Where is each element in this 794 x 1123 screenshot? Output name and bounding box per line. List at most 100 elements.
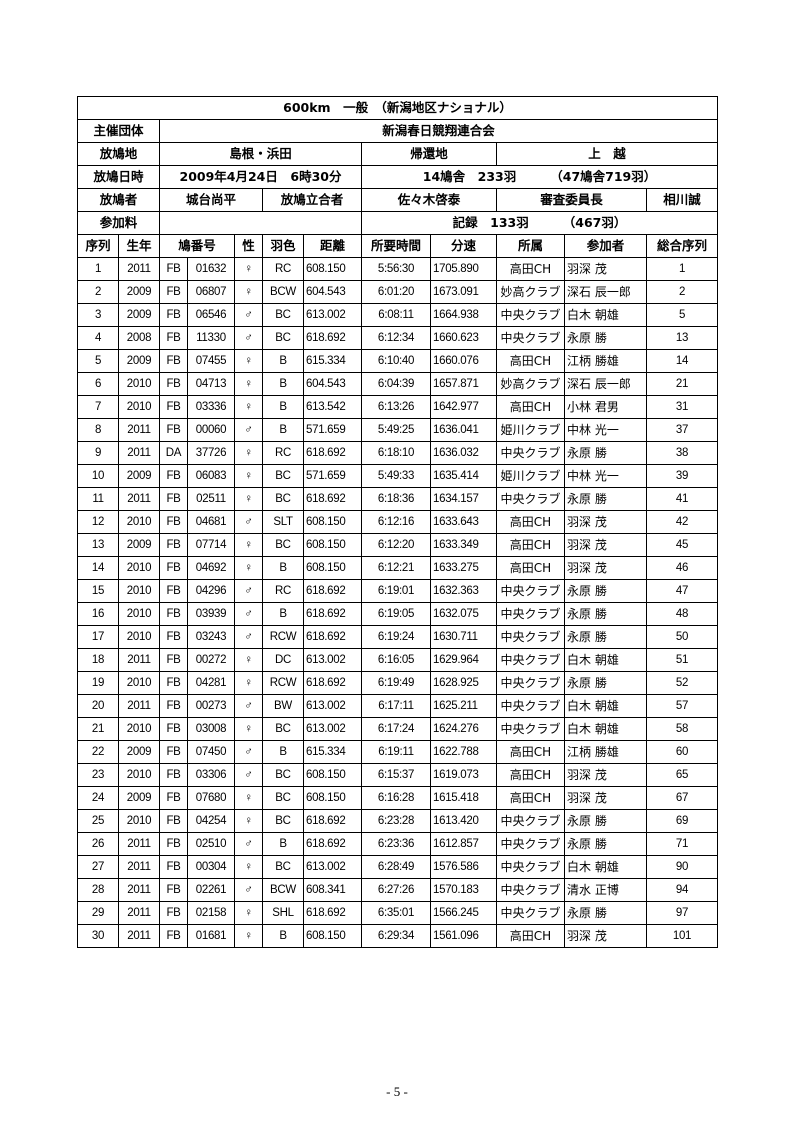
cell-speed: 1642.977 xyxy=(430,395,497,419)
cell-sex: ♀ xyxy=(234,441,263,465)
cell-flight-time: 6:17:11 xyxy=(361,694,431,718)
cell-band-number: 04713 xyxy=(187,372,235,396)
cell-band-prefix: FB xyxy=(159,395,188,419)
cell-speed: 1660.623 xyxy=(430,326,497,350)
cell-band-number: 00060 xyxy=(187,418,235,442)
column-header-row: 序列 生年 鳩番号性羽色 距離 所要時間 分速 所属 参加者 総合序列 xyxy=(77,234,718,258)
cell-flight-time: 6:28:49 xyxy=(361,855,431,879)
place-row: 放鳩地 島根・浜田 帰還地 上 越 xyxy=(77,142,718,166)
cell-flight-time: 6:10:40 xyxy=(361,349,431,373)
table-row: 16 2010 FB 03939 ♂ B 618.692 6:19:05 1632.075 中央ク… xyxy=(77,602,718,626)
cell-distance: 613.002 xyxy=(303,694,362,718)
record-total: （467羽） xyxy=(562,215,627,230)
judge-value: 相川誠 xyxy=(646,188,718,212)
cell-birth-year: 2011 xyxy=(118,441,160,465)
cell-flight-time: 6:01:20 xyxy=(361,280,431,304)
cell-overall-rank: 13 xyxy=(646,326,718,350)
cell-speed: 1632.075 xyxy=(430,602,497,626)
cell-flight-time: 6:08:11 xyxy=(361,303,431,327)
cell-speed: 1625.211 xyxy=(430,694,497,718)
cell-flight-time: 6:16:28 xyxy=(361,786,431,810)
cell-birth-year: 2011 xyxy=(118,832,160,856)
cell-rank: 13 xyxy=(77,533,119,557)
cell-band-prefix: FB xyxy=(159,510,188,534)
cell-sex: ♀ xyxy=(234,786,263,810)
cell-band-prefix: FB xyxy=(159,280,188,304)
cell-sex: ♀ xyxy=(234,464,263,488)
table-row: 22 2009 FB 07450 ♂ B 615.334 6:19:11 1622.788 高田C… xyxy=(77,740,718,764)
cell-color: BC xyxy=(262,786,304,810)
cell-band-number: 02511 xyxy=(187,487,235,511)
cell-sex: ♂ xyxy=(234,326,263,350)
cell-birth-year: 2009 xyxy=(118,740,160,764)
cell-color: B xyxy=(262,832,304,856)
cell-band-prefix: FB xyxy=(159,763,188,787)
table-row: 15 2010 FB 04296 ♂ RC 618.692 6:19:01 1632.363 中央… xyxy=(77,579,718,603)
cell-overall-rank: 1 xyxy=(646,257,718,281)
release-place-label: 放鳩地 xyxy=(77,142,160,166)
column-header-overall-rank: 総合序列 xyxy=(646,234,718,258)
cell-flight-time: 6:19:49 xyxy=(361,671,431,695)
cell-speed: 1576.586 xyxy=(430,855,497,879)
cell-participant: 永原 勝 xyxy=(564,901,647,925)
cell-overall-rank: 14 xyxy=(646,349,718,373)
cell-rank: 6 xyxy=(77,372,119,396)
cell-sex: ♂ xyxy=(234,510,263,534)
officials-row: 放鳩者 城台尚平 放鳩立合者 佐々木啓泰 審査委員長 相川誠 xyxy=(77,188,718,212)
cell-band-number: 07455 xyxy=(187,349,235,373)
table-row: 28 2011 FB 02261 ♂ BCW 608.341 6:27:26 1570.183 中… xyxy=(77,878,718,902)
cell-speed: 1633.275 xyxy=(430,556,497,580)
cell-distance: 613.002 xyxy=(303,717,362,741)
cell-birth-year: 2010 xyxy=(118,556,160,580)
organizer-value: 新潟春日競翔連合会 xyxy=(159,119,718,143)
cell-birth-year: 2009 xyxy=(118,280,160,304)
cell-overall-rank: 31 xyxy=(646,395,718,419)
table-row: 23 2010 FB 03306 ♂ BC 608.150 6:15:37 1619.073 高田… xyxy=(77,763,718,787)
column-header-color: 羽色 xyxy=(262,234,304,258)
cell-band-prefix: FB xyxy=(159,809,188,833)
cell-participant: 中林 光一 xyxy=(564,418,647,442)
cell-band-number: 03336 xyxy=(187,395,235,419)
cell-flight-time: 6:12:20 xyxy=(361,533,431,557)
cell-rank: 7 xyxy=(77,395,119,419)
cell-color: B xyxy=(262,602,304,626)
cell-speed: 1657.871 xyxy=(430,372,497,396)
cell-band-number: 02158 xyxy=(187,901,235,925)
cell-club: 中央クラブ xyxy=(496,326,565,350)
cell-distance: 618.692 xyxy=(303,487,362,511)
cell-speed: 1561.096 xyxy=(430,924,497,948)
cell-overall-rank: 37 xyxy=(646,418,718,442)
cell-flight-time: 6:17:24 xyxy=(361,717,431,741)
table-row: 2 2009 FB 06807 ♀ BCW 604.543 6:01:20 1673.091 妙高… xyxy=(77,280,718,304)
cell-band-number: 07680 xyxy=(187,786,235,810)
cell-band-number: 00273 xyxy=(187,694,235,718)
cell-club: 妙高クラブ xyxy=(496,280,565,304)
cell-participant: 江柄 勝雄 xyxy=(564,349,647,373)
cell-color: BC xyxy=(262,533,304,557)
cell-club: 中央クラブ xyxy=(496,579,565,603)
table-row: 21 2010 FB 03008 ♀ BC 613.002 6:17:24 1624.276 中央… xyxy=(77,717,718,741)
cell-birth-year: 2010 xyxy=(118,717,160,741)
cell-band-number: 04296 xyxy=(187,579,235,603)
cell-band-number: 04681 xyxy=(187,510,235,534)
table-row: 24 2009 FB 07680 ♀ BC 608.150 6:16:28 1615.418 高田… xyxy=(77,786,718,810)
cell-birth-year: 2010 xyxy=(118,372,160,396)
fee-label: 参加料 xyxy=(77,211,160,235)
table-row: 10 2009 FB 06083 ♀ BC 571.659 5:49:33 1635.414 姫川… xyxy=(77,464,718,488)
cell-flight-time: 6:23:36 xyxy=(361,832,431,856)
cell-overall-rank: 39 xyxy=(646,464,718,488)
race-results-table: 600km 一般 （新潟地区ナショナル） 主催団体 新潟春日競翔連合会 放鳩地 … xyxy=(77,96,718,948)
cell-participant: 永原 勝 xyxy=(564,625,647,649)
cell-overall-rank: 51 xyxy=(646,648,718,672)
cell-band-number: 02261 xyxy=(187,878,235,902)
cell-club: 高田CH xyxy=(496,257,565,281)
cell-participant: 永原 勝 xyxy=(564,832,647,856)
cell-sex: ♂ xyxy=(234,303,263,327)
cell-speed: 1633.349 xyxy=(430,533,497,557)
cell-rank: 28 xyxy=(77,878,119,902)
cell-participant: 白木 朝雄 xyxy=(564,648,647,672)
table-row: 9 2011 DA 37726 ♀ RC 618.692 6:18:10 1636.032 中央ク… xyxy=(77,441,718,465)
cell-color: DC xyxy=(262,648,304,672)
cell-birth-year: 2011 xyxy=(118,694,160,718)
column-header-distance: 距離 xyxy=(303,234,362,258)
